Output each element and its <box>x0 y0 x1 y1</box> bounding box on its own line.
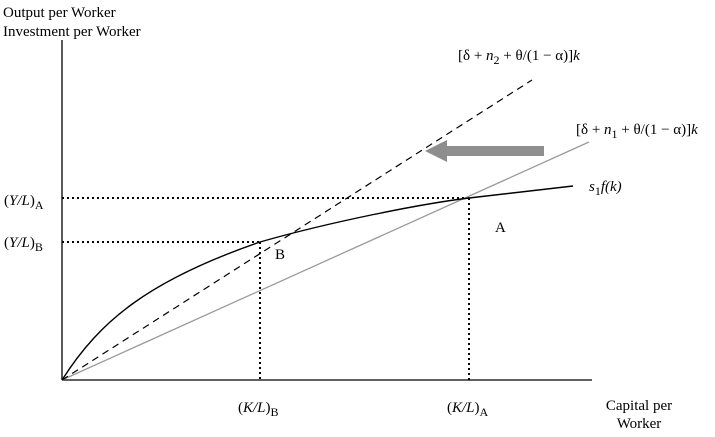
break-even-n2-label: [δ + n2 + θ/(1 − α)]k <box>458 48 580 67</box>
y-axis-title-line2: Investment per Worker <box>3 24 141 40</box>
point-B-label: B <box>275 247 285 263</box>
x-axis-title-line2: Worker <box>617 416 662 432</box>
x-tick-label-A: (K/L)A <box>447 400 489 419</box>
x-axis-title-line1: Capital per <box>606 398 672 414</box>
y-tick-label-B: (Y/L)B <box>4 235 43 254</box>
break-even-line-n1 <box>61 141 590 381</box>
point-A-label: A <box>495 220 506 236</box>
break-even-n1-label: [δ + n1 + θ/(1 − α)]k <box>576 122 698 141</box>
y-tick-label-A: (Y/L)A <box>4 193 44 212</box>
shift-arrow <box>425 140 544 162</box>
production-curve-label: s1f(k) <box>589 179 622 198</box>
production-curve <box>61 185 574 381</box>
x-tick-label-B: (K/L)B <box>238 400 279 419</box>
break-even-line-n2 <box>61 79 533 381</box>
y-axis-title-line1: Output per Worker <box>3 5 116 21</box>
